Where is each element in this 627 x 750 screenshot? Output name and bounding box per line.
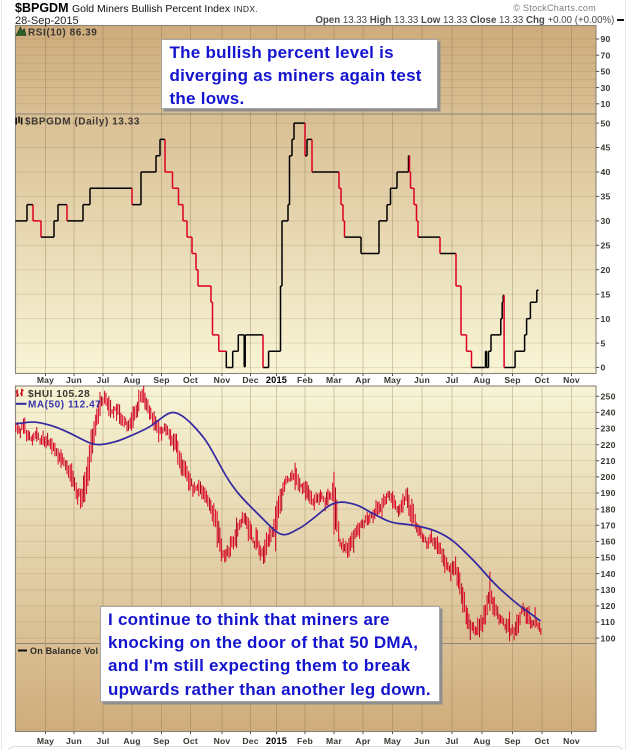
svg-text:Aug: Aug <box>473 375 490 385</box>
svg-text:Mar: Mar <box>326 375 342 385</box>
svg-text:Oct: Oct <box>535 375 550 385</box>
svg-text:Feb: Feb <box>297 736 313 746</box>
svg-text:230: 230 <box>601 424 616 434</box>
svg-text:Jul: Jul <box>96 375 109 385</box>
svg-text:Nov: Nov <box>563 375 580 385</box>
svg-text:160: 160 <box>601 537 616 547</box>
svg-text:20: 20 <box>601 265 611 275</box>
svg-text:140: 140 <box>601 569 616 579</box>
svg-text:190: 190 <box>601 488 616 498</box>
svg-text:Jun: Jun <box>66 375 82 385</box>
svg-text:Sep: Sep <box>504 736 520 746</box>
svg-text:30: 30 <box>601 83 611 93</box>
svg-text:10: 10 <box>601 314 611 324</box>
svg-text:Aug: Aug <box>123 375 140 385</box>
svg-text:30: 30 <box>601 216 611 226</box>
svg-text:$BPGDM (Daily) 13.33: $BPGDM (Daily) 13.33 <box>25 117 140 128</box>
svg-text:130: 130 <box>601 585 616 595</box>
svg-text:Apr: Apr <box>355 736 371 746</box>
svg-text:May: May <box>384 736 401 746</box>
svg-text:Nov: Nov <box>214 736 231 746</box>
svg-text:2015: 2015 <box>266 375 287 385</box>
svg-text:250: 250 <box>601 392 616 402</box>
svg-text:$HUI 105.28: $HUI 105.28 <box>28 389 90 400</box>
svg-text:May: May <box>384 375 401 385</box>
svg-text:90: 90 <box>601 34 611 44</box>
svg-text:40: 40 <box>601 167 611 177</box>
svg-text:10: 10 <box>601 99 611 109</box>
svg-text:May: May <box>37 375 54 385</box>
svg-text:100: 100 <box>601 633 616 643</box>
svg-text:120: 120 <box>601 601 616 611</box>
svg-text:Sep: Sep <box>153 375 169 385</box>
svg-text:200: 200 <box>601 472 616 482</box>
svg-text:240: 240 <box>601 408 616 418</box>
svg-text:2015: 2015 <box>266 736 287 746</box>
svg-text:25: 25 <box>601 241 611 251</box>
svg-text:110: 110 <box>601 617 616 627</box>
svg-text:Oct: Oct <box>183 375 198 385</box>
svg-text:150: 150 <box>601 553 616 563</box>
svg-text:Jul: Jul <box>445 736 458 746</box>
svg-text:Aug: Aug <box>473 736 490 746</box>
svg-text:Jun: Jun <box>414 375 430 385</box>
svg-text:Jun: Jun <box>66 736 82 746</box>
svg-text:May: May <box>37 736 54 746</box>
svg-text:70: 70 <box>601 50 611 60</box>
svg-text:MA(50) 112.47: MA(50) 112.47 <box>28 400 101 411</box>
svg-text:RSI(10) 86.39: RSI(10) 86.39 <box>28 28 97 39</box>
svg-text:Oct: Oct <box>535 736 550 746</box>
svg-text:Oct: Oct <box>183 736 198 746</box>
svg-text:Jun: Jun <box>414 736 430 746</box>
svg-text:5: 5 <box>601 338 606 348</box>
svg-text:0: 0 <box>601 363 606 373</box>
svg-text:Jul: Jul <box>96 736 109 746</box>
svg-text:35: 35 <box>601 192 611 202</box>
svg-text:Jul: Jul <box>445 375 458 385</box>
svg-text:Dec: Dec <box>242 736 258 746</box>
svg-text:Feb: Feb <box>297 375 313 385</box>
svg-text:Sep: Sep <box>153 736 169 746</box>
svg-text:45: 45 <box>601 143 611 153</box>
svg-text:170: 170 <box>601 521 616 531</box>
svg-text:Dec: Dec <box>242 375 258 385</box>
svg-text:220: 220 <box>601 440 616 450</box>
svg-text:Nov: Nov <box>563 736 580 746</box>
svg-text:180: 180 <box>601 504 616 514</box>
svg-text:Sep: Sep <box>504 375 520 385</box>
svg-text:Nov: Nov <box>214 375 231 385</box>
svg-text:15: 15 <box>601 289 611 299</box>
svg-text:Apr: Apr <box>355 375 371 385</box>
svg-text:210: 210 <box>601 456 616 466</box>
svg-text:Mar: Mar <box>326 736 342 746</box>
svg-text:Aug: Aug <box>123 736 140 746</box>
svg-text:50: 50 <box>601 118 611 128</box>
svg-text:On Balance Vol: On Balance Vol <box>30 646 98 656</box>
svg-text:50: 50 <box>601 67 611 77</box>
